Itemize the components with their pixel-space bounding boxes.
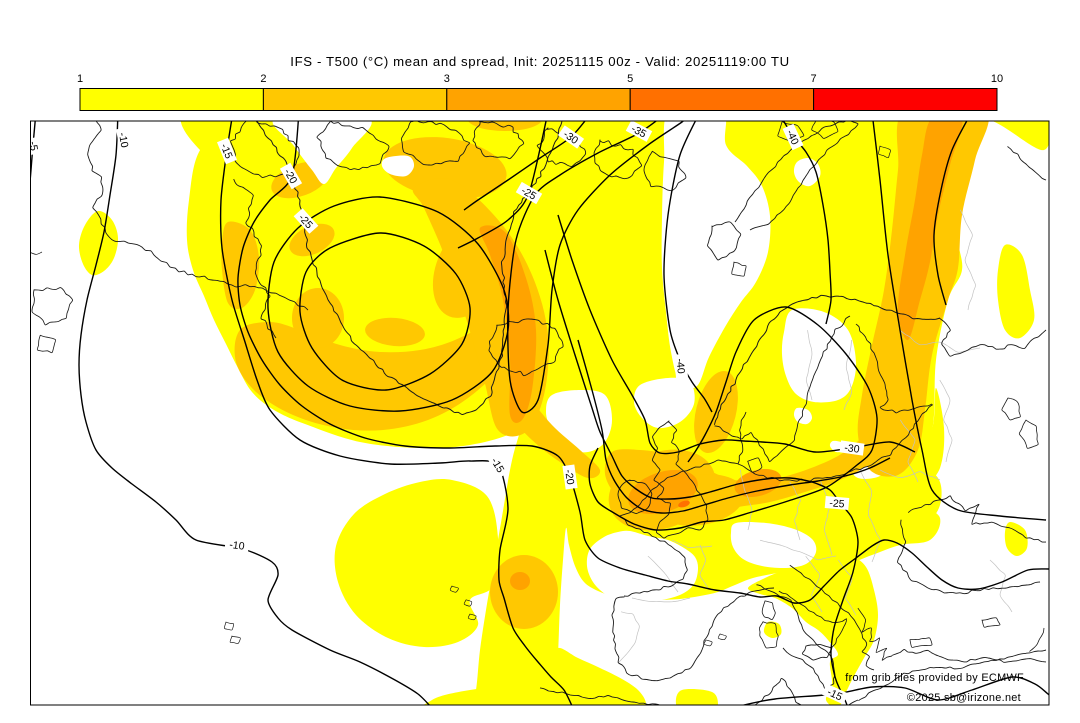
svg-text:-10: -10 bbox=[229, 539, 246, 553]
svg-text:-5: -5 bbox=[26, 140, 39, 151]
svg-text:-40: -40 bbox=[674, 358, 687, 374]
svg-text:-10: -10 bbox=[116, 132, 130, 149]
svg-text:-20: -20 bbox=[562, 469, 576, 486]
svg-text:IFS - T500 (°C) mean and sprea: IFS - T500 (°C) mean and spread, Init: 2… bbox=[290, 54, 789, 69]
svg-text:5: 5 bbox=[627, 73, 633, 85]
svg-text:-30: -30 bbox=[844, 442, 861, 456]
svg-text:10: 10 bbox=[991, 73, 1003, 85]
svg-text:-25: -25 bbox=[829, 497, 845, 510]
svg-text:2: 2 bbox=[260, 73, 266, 85]
svg-text:3: 3 bbox=[444, 73, 450, 85]
svg-text:-40: -40 bbox=[784, 128, 801, 147]
svg-text:7: 7 bbox=[811, 73, 817, 85]
svg-text:from grib files provided by EC: from grib files provided by ECMWF bbox=[845, 672, 1024, 684]
svg-text:-15: -15 bbox=[218, 142, 235, 161]
svg-text:©2025 sb@irizone.net: ©2025 sb@irizone.net bbox=[907, 692, 1021, 704]
svg-text:1: 1 bbox=[77, 73, 83, 85]
svg-text:-15: -15 bbox=[825, 686, 844, 703]
